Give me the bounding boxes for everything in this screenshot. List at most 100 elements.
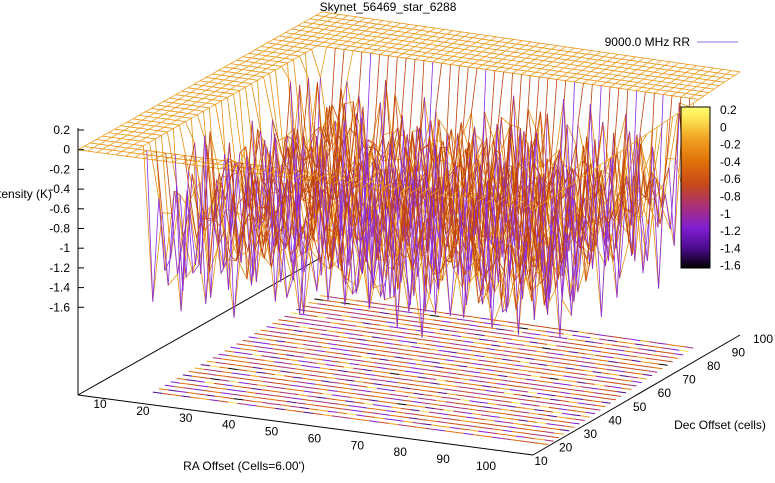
mesh-line-ra: [262, 219, 270, 247]
contour-segment: [301, 364, 311, 368]
contour-segment: [527, 391, 538, 394]
mesh-line-ra: [137, 145, 144, 150]
contour-segment: [518, 419, 528, 422]
mesh-line-ra: [198, 135, 206, 265]
mesh-line-ra: [224, 76, 231, 81]
mesh-line-ra: [532, 63, 539, 68]
contour-segment: [541, 426, 551, 429]
contour-segment: [390, 372, 400, 375]
contour-segment: [273, 348, 283, 351]
contour-segment: [605, 377, 615, 380]
contour-segment: [531, 333, 541, 336]
contour-segment: [360, 419, 370, 422]
mesh-line-ra: [650, 63, 657, 68]
mesh-line-ra: [184, 92, 192, 97]
contour-segment: [512, 372, 523, 375]
mesh-line-ra: [317, 82, 324, 168]
mesh-line-ra: [408, 59, 416, 141]
mesh-line-ra: [525, 41, 532, 46]
mesh-line-ra: [278, 167, 286, 221]
mesh-line-ra: [635, 143, 641, 202]
contour-segment: [443, 333, 453, 336]
contour-segment: [387, 347, 397, 350]
mesh-line-ra: [222, 158, 229, 161]
mesh-line-ra: [509, 127, 516, 195]
mesh-line-ra: [449, 248, 457, 316]
mesh-line-ra: [570, 144, 577, 170]
mesh-line-ra: [657, 94, 664, 228]
contour-segment: [238, 381, 249, 385]
contour-segment: [479, 422, 490, 425]
contour-segment: [245, 344, 255, 347]
contour-segment: [498, 374, 508, 378]
contour-segment: [435, 429, 445, 432]
mesh-line-ra: [640, 143, 647, 200]
mesh-line-ra: [217, 79, 225, 84]
contour-segment: [533, 325, 543, 328]
mesh-line-ra: [221, 84, 228, 89]
contour-segment: [291, 350, 301, 354]
contour-segment: [350, 316, 360, 319]
contour-segment: [445, 359, 455, 362]
contour-segment: [294, 410, 304, 413]
contour-segment: [303, 343, 313, 347]
contour-segment: [486, 410, 496, 414]
contour-segment: [268, 377, 279, 380]
mesh-line-ra: [487, 180, 494, 249]
contour-segment: [413, 371, 424, 375]
contour-segment: [323, 372, 333, 375]
mesh-line-ra: [329, 212, 336, 270]
mesh-line-ra: [445, 129, 452, 161]
mesh-line-ra: [329, 35, 336, 40]
mesh-line-ra: [490, 216, 497, 309]
contour-segment: [298, 360, 308, 363]
contour-segment: [407, 328, 417, 331]
mesh-line-ra: [433, 177, 441, 198]
contour-segment: [523, 415, 534, 419]
contour-segment: [522, 424, 532, 427]
mesh-line-ra: [586, 218, 593, 260]
mesh-line-ra: [394, 22, 401, 27]
contour-segment: [266, 385, 277, 388]
mesh-line-ra: [534, 55, 541, 60]
contour-segment: [353, 321, 363, 324]
mesh-line-ra: [338, 23, 345, 28]
contour-segment: [461, 369, 471, 373]
mesh-line-ra: [446, 30, 453, 35]
mesh-line-ra: [302, 31, 310, 36]
contour-segment: [426, 398, 437, 401]
mesh-line-ra: [583, 58, 590, 63]
mesh-line-ra: [382, 29, 389, 34]
mesh-line-ra: [102, 132, 109, 137]
contour-segment: [528, 412, 539, 415]
mesh-line-ra: [339, 181, 346, 285]
contour-segment: [539, 405, 549, 408]
mesh-line-ra: [239, 86, 246, 91]
mesh-line-ra: [315, 11, 323, 16]
contour-segment: [592, 371, 602, 374]
contour-segment: [174, 386, 184, 389]
mesh-line-ra: [489, 149, 496, 184]
mesh-line-ra: [438, 54, 445, 59]
contour-segment: [543, 360, 553, 363]
mesh-line-ra: [227, 93, 234, 98]
mesh-line-ra: [441, 168, 448, 257]
contour-segment: [462, 348, 472, 352]
mesh-line-ra: [685, 89, 692, 94]
contour-segment: [505, 413, 515, 416]
mesh-line-ra: [175, 103, 182, 108]
mesh-line-ra: [671, 70, 678, 76]
contour-segment: [538, 413, 548, 416]
contour-segment: [564, 396, 574, 399]
contour-segment: [580, 415, 590, 418]
contour-segment: [308, 301, 318, 305]
mesh-line-ra: [318, 16, 325, 21]
mesh-line-ra: [218, 66, 225, 71]
contour-segment: [471, 316, 481, 319]
contour-segment: [290, 325, 300, 328]
mesh-line-ra: [201, 162, 208, 167]
mesh-line-ra: [440, 46, 448, 51]
mesh-line-ra: [551, 208, 558, 224]
contour-segment: [556, 345, 566, 348]
mesh-line-ra: [181, 87, 188, 92]
